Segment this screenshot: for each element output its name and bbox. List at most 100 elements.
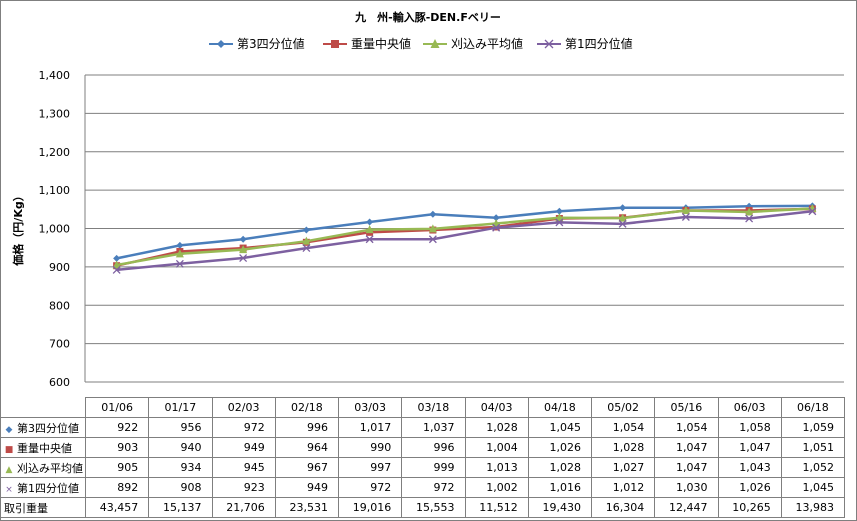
legend-marker-2 [430,39,440,48]
series-3-point-1 [175,259,184,268]
y-tick-label-0: 600 [49,376,70,389]
volume-label-3: 23,531 [274,497,340,518]
legend-label-0: 第3四分位値 [237,36,305,51]
y-axis-label: 価格（円/Kg） [11,190,25,266]
data-label-0-6: 1,028 [464,417,529,438]
series-0-point-4 [366,218,374,226]
data-label-1-11: 1,051 [780,437,846,458]
data-label-0-11: 1,059 [780,417,846,438]
series-name: 重量中央値 [17,441,72,455]
x-tick-label-6: 04/03 [464,397,529,418]
y-tick-label-3: 900 [49,261,70,274]
x-tick-label-0: 01/06 [84,397,150,418]
data-label-3-10: 1,026 [717,477,782,498]
series-0-point-7 [555,207,563,215]
data-label-3-4: 972 [337,477,403,498]
series-3-point-10 [745,214,754,223]
data-label-2-11: 1,052 [780,457,846,478]
table-row-label-2: ▲ 刈込み平均値 [0,457,86,478]
data-label-2-2: 945 [211,457,276,478]
volume-label-2: 21,706 [211,497,276,518]
data-label-0-7: 1,045 [527,417,593,438]
volume-label-7: 19,430 [527,497,593,518]
x-tick-label-5: 03/18 [401,397,466,418]
data-label-0-1: 956 [148,417,213,438]
data-label-2-6: 1,013 [464,457,529,478]
series-key-icon: ◆ [5,424,13,435]
legend-marker-0 [217,40,225,48]
series-2-point-5 [428,224,437,233]
series-2-point-8 [618,213,627,222]
data-label-2-10: 1,043 [717,457,782,478]
legend-label-3: 第1四分位値 [565,36,633,51]
table-row-label-0: ◆ 第3四分位値 [0,417,86,438]
series-3-point-0 [112,265,121,274]
series-0-point-6 [492,214,500,222]
series-3-point-2 [239,254,248,263]
data-label-2-7: 1,028 [527,457,593,478]
series-key-icon: × [5,484,13,495]
data-label-3-7: 1,016 [527,477,593,498]
volume-label-9: 12,447 [654,497,719,518]
series-0-point-1 [176,241,184,249]
y-tick-label-1: 700 [49,338,70,351]
data-label-0-5: 1,037 [401,417,466,438]
series-3-point-7 [555,218,564,227]
table-row-label-3: × 第1四分位値 [0,477,86,498]
data-table: 01/06 01/17 02/03 02/18 03/03 03/18 04/03 04/18… [0,397,846,518]
data-label-3-11: 1,045 [780,477,846,498]
table-row: ■ 重量中央値 903 940 949 964 990 996 1,004 1,026 1,028 1… [0,437,846,458]
data-label-2-4: 997 [337,457,403,478]
series-2-point-4 [365,225,374,234]
data-label-1-6: 1,004 [464,437,529,458]
series-2-point-3 [302,236,311,245]
y-tick-label-6: 1,200 [39,146,71,159]
data-label-3-9: 1,030 [654,477,719,498]
series-3-point-6 [492,223,501,232]
data-label-3-0: 892 [84,477,150,498]
series-line-3 [116,209,813,272]
series-3-point-4 [365,235,374,244]
x-tick-label-7: 04/18 [527,397,593,418]
series-3-point-5 [428,235,437,244]
data-label-0-10: 1,058 [717,417,782,438]
data-label-2-0: 905 [84,457,150,478]
data-label-1-5: 996 [401,437,466,458]
data-label-0-8: 1,054 [590,417,656,438]
series-3-point-8 [618,219,627,228]
data-label-2-5: 999 [401,457,466,478]
legend-label-2: 刈込み平均値 [451,36,523,51]
data-label-1-2: 949 [211,437,276,458]
series-0-point-3 [302,226,310,234]
series-2-point-0 [112,260,121,269]
table-row: ▲ 刈込み平均値 905 934 945 967 997 999 1,013 1,028 1,027… [0,457,846,478]
volume-label-11: 13,983 [780,497,846,518]
volume-label-5: 15,553 [401,497,466,518]
data-label-0-2: 972 [211,417,276,438]
data-label-3-3: 949 [274,477,340,498]
table-corner [0,397,86,418]
series-0-point-2 [239,235,247,243]
data-label-0-4: 1,017 [337,417,403,438]
volume-label-4: 19,016 [337,497,403,518]
series-2-point-2 [239,245,248,254]
legend-marker-3 [544,39,554,49]
volume-label-10: 10,265 [717,497,782,518]
data-label-3-1: 908 [148,477,213,498]
data-label-3-2: 923 [211,477,276,498]
x-tick-label-9: 05/16 [654,397,719,418]
data-label-1-9: 1,047 [654,437,719,458]
data-label-3-5: 972 [401,477,466,498]
series-3-point-9 [681,213,690,221]
data-label-2-9: 1,047 [654,457,719,478]
data-label-1-1: 940 [148,437,213,458]
y-tick-label-8: 1,400 [39,69,71,82]
data-label-2-3: 967 [274,457,340,478]
table-row: 取引重量 43,457 15,137 21,706 23,531 19,016 15,553… [0,497,846,518]
data-label-0-9: 1,054 [654,417,719,438]
volume-label-1: 15,137 [148,497,213,518]
series-2-point-10 [745,207,754,216]
series-2-point-1 [175,249,184,258]
table-row-label-1: ■ 重量中央値 [0,437,86,458]
series-name: 刈込み平均値 [17,461,83,475]
